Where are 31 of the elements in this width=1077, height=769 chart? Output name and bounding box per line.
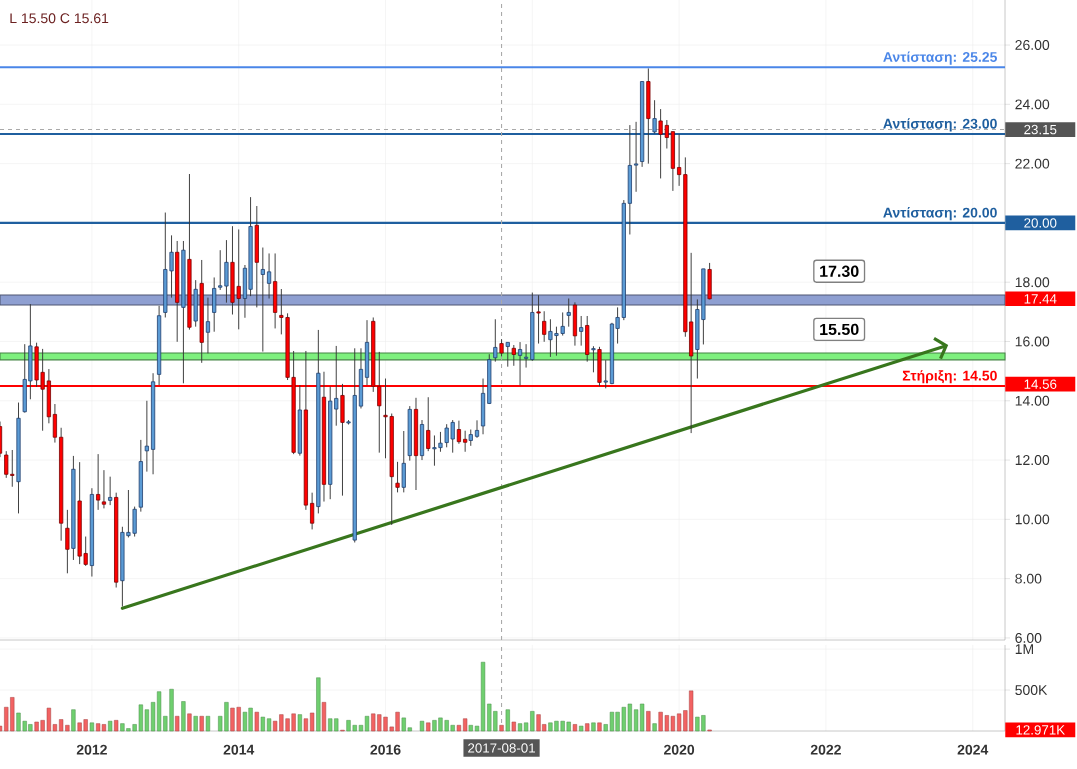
ref-line-label: 2017-08-01 [468, 743, 535, 753]
y-tick-label: 22.00 [1015, 158, 1050, 169]
y-tick-label: 14.00 [1015, 395, 1050, 406]
ref-line-label: Στήριξη: 14.50 [902, 370, 997, 384]
ref-line-label: Αντίσταση: 25.25 [883, 51, 997, 65]
text: 12.971K [1016, 725, 1065, 735]
y-tick-label: 24.00 [1015, 99, 1050, 110]
ref-line-label: 23.15 [1024, 124, 1057, 135]
y-tick-label: 1M [1015, 644, 1033, 654]
band-label: 15.50 [820, 323, 859, 336]
annotation: L 15.50 C 15.61 [10, 13, 109, 24]
text: 17.44 [1024, 294, 1057, 304]
y-tick-label: 500K [1015, 685, 1048, 696]
annotation: 20.00 [1024, 218, 1057, 228]
y-tick-label: 6.00 [1015, 632, 1042, 643]
annotation: 14.56 [1024, 379, 1057, 389]
y-tick-label: 8.00 [1015, 573, 1042, 584]
band-label: 17.30 [820, 265, 859, 277]
y-tick-label: 10.00 [1015, 514, 1050, 525]
x-tick-label: 2024 [957, 744, 989, 755]
y-tick-label: 12.00 [1015, 455, 1050, 466]
x-tick-label: 2022 [810, 744, 841, 755]
y-tick-label: 16.00 [1015, 336, 1050, 347]
x-tick-label: 2014 [223, 744, 255, 755]
x-tick-label: 2020 [664, 744, 695, 755]
ref-line-label: Αντίσταση: 23.00 [883, 118, 997, 132]
x-tick-label: 2016 [370, 744, 401, 755]
x-tick-label: 2012 [76, 744, 107, 755]
y-tick-label: 18.00 [1015, 277, 1050, 288]
y-tick-label: 26.00 [1015, 40, 1050, 51]
ref-line-label: Αντίσταση: 20.00 [883, 207, 997, 221]
